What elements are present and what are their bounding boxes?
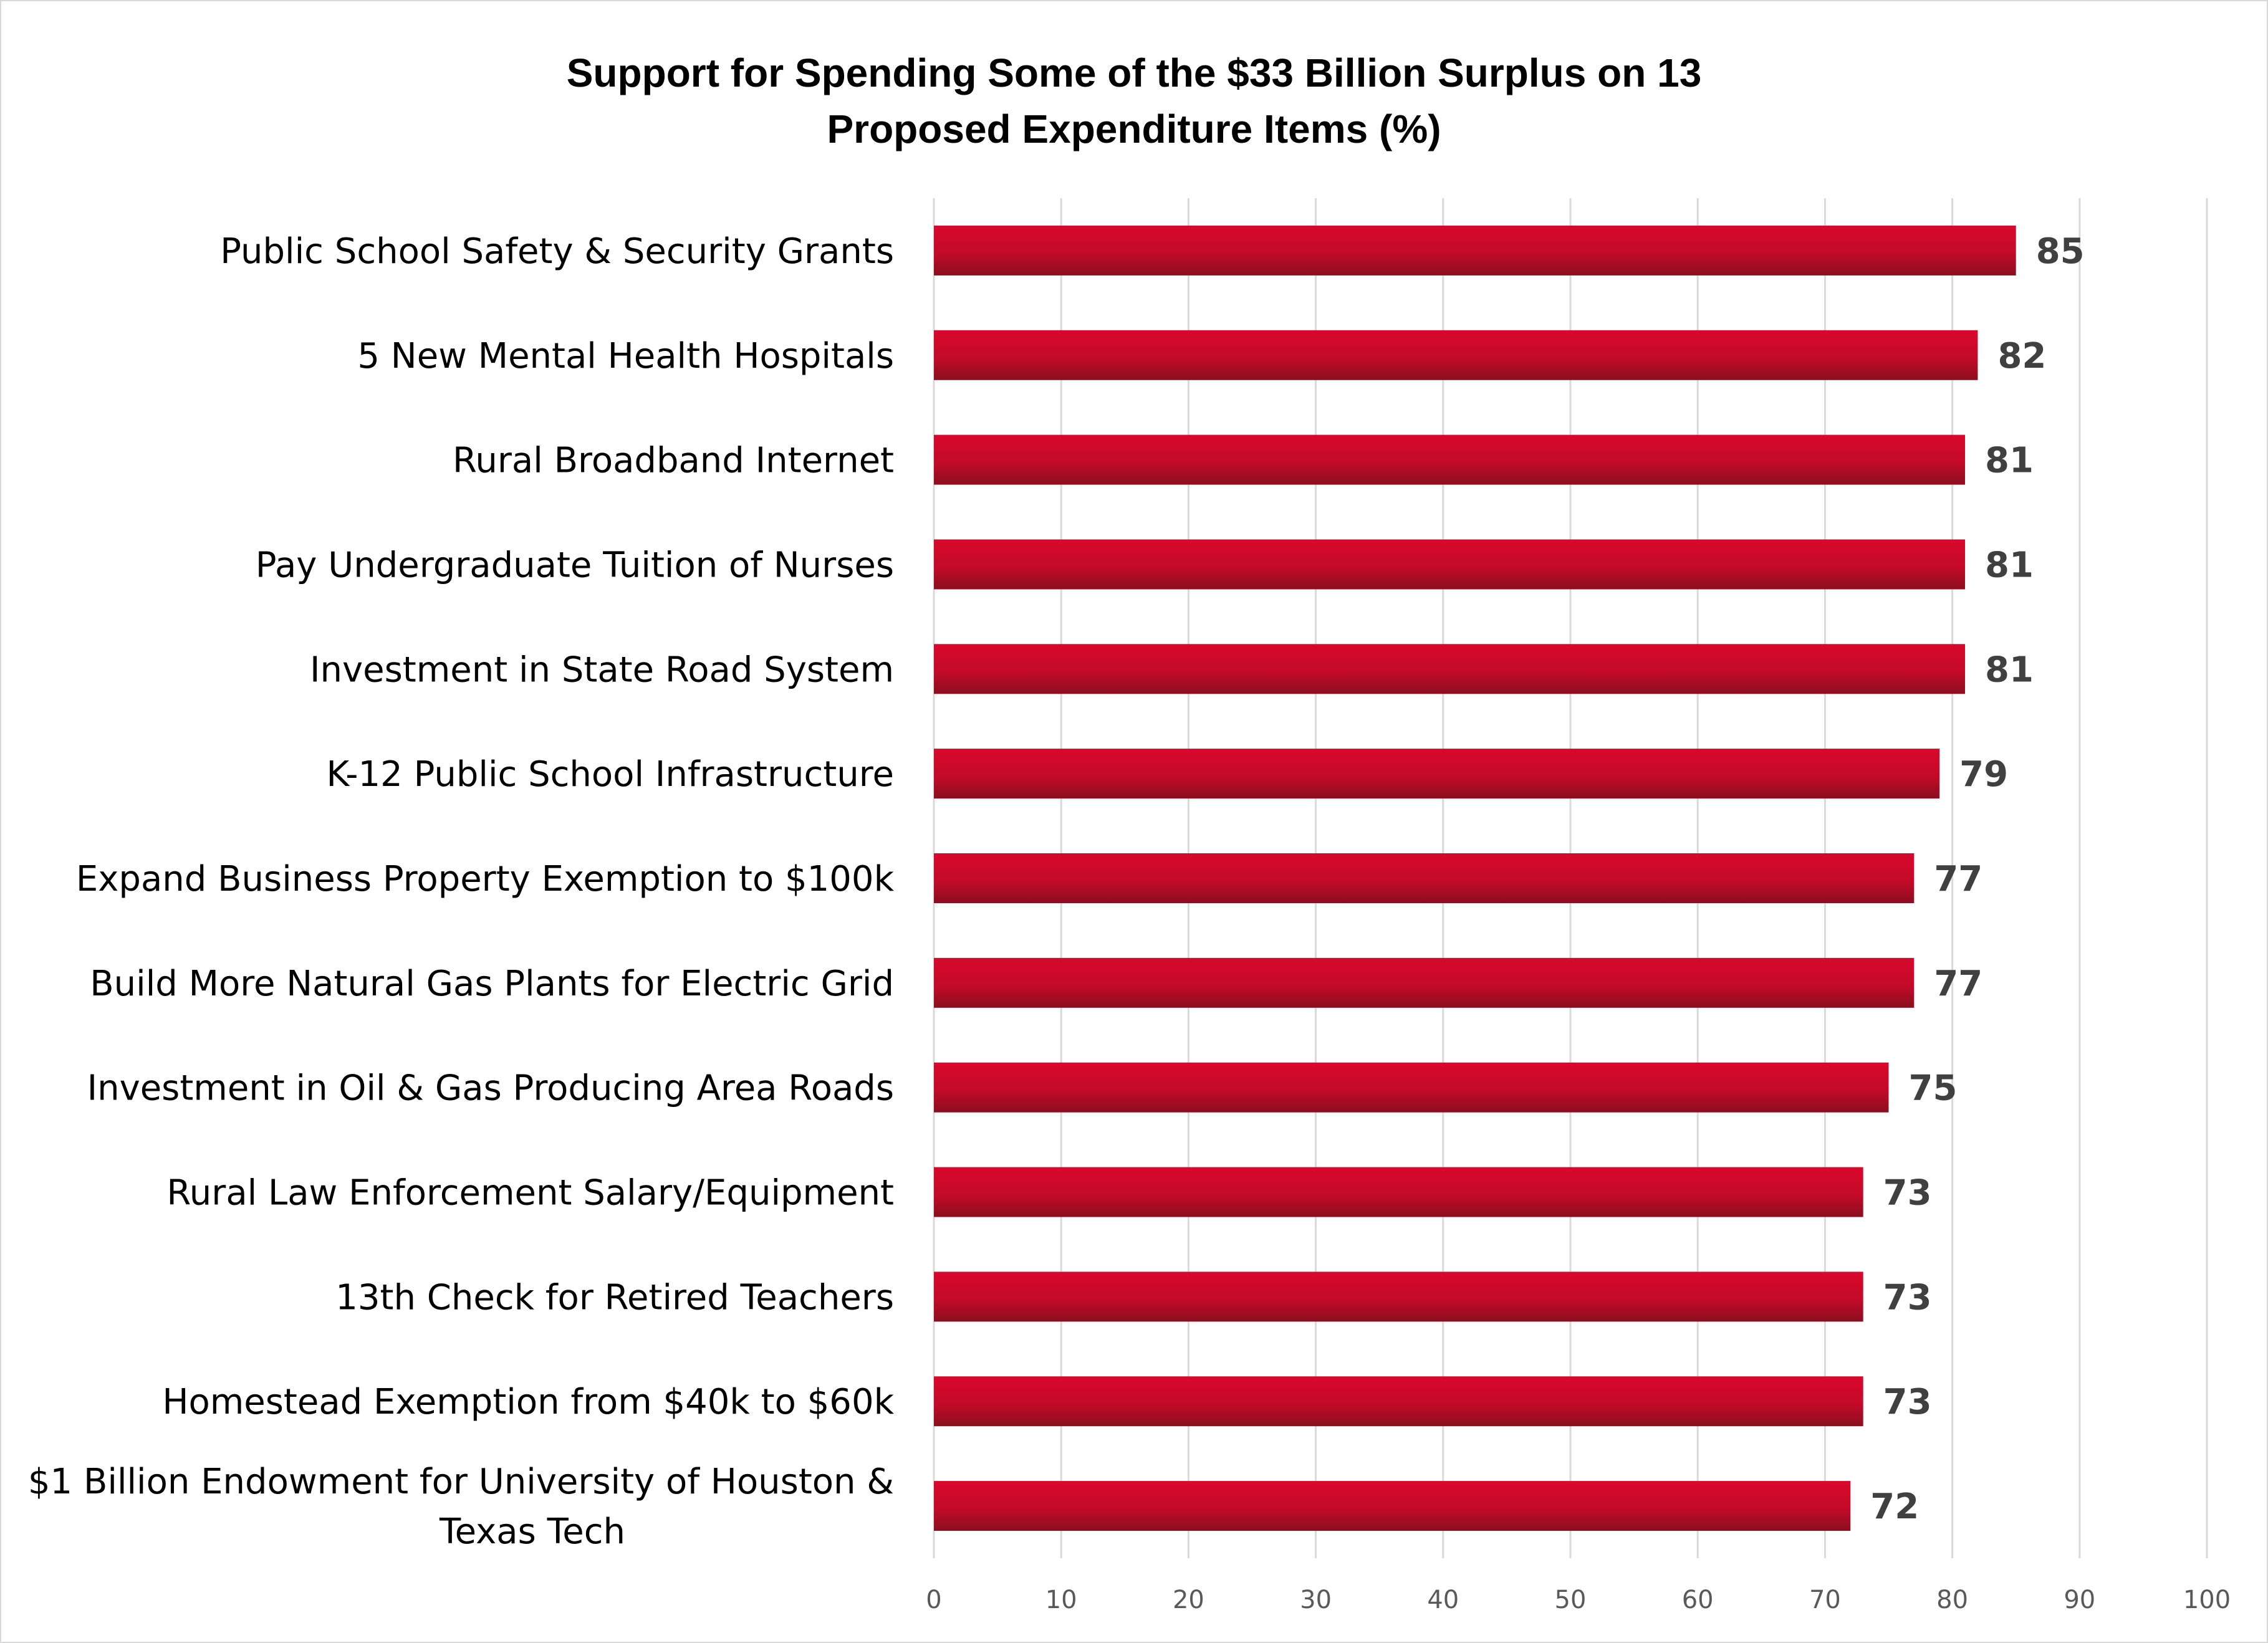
labels: 0 10 20 30 40 50 60 70 80 90 100 85 Public School Sa… xyxy=(28,231,2231,1614)
category-label: Homestead Exemption from $40k to $60k xyxy=(162,1382,894,1422)
category-label: Texas Tech xyxy=(439,1511,625,1552)
chart-title-line-1: Support for Spending Some of the $33 Bil… xyxy=(566,50,1702,95)
bar xyxy=(934,1167,1863,1217)
data-label: 73 xyxy=(1883,1173,1932,1214)
bar xyxy=(934,1376,1863,1427)
data-label: 81 xyxy=(1985,649,2034,690)
bar xyxy=(934,957,1915,1008)
data-label: 73 xyxy=(1883,1382,1932,1422)
category-label: Pay Undergraduate Tuition of Nurses xyxy=(256,545,894,585)
category-label: 13th Check for Retired Teachers xyxy=(335,1277,894,1318)
x-tick-label: 30 xyxy=(1300,1586,1332,1614)
x-tick-label: 70 xyxy=(1809,1586,1841,1614)
data-label: 73 xyxy=(1883,1277,1932,1318)
category-label: Investment in Oil & Gas Producing Area R… xyxy=(87,1068,894,1109)
category-label: K-12 Public School Infrastructure xyxy=(326,754,894,795)
data-label: 72 xyxy=(1870,1487,1919,1527)
category-label: Build More Natural Gas Plants for Electr… xyxy=(90,964,894,1004)
category-label: Investment in State Road System xyxy=(310,649,894,690)
bar xyxy=(934,644,1966,694)
x-tick-label: 100 xyxy=(2183,1586,2231,1614)
x-tick-label: 40 xyxy=(1427,1586,1459,1614)
x-tick-label: 90 xyxy=(2064,1586,2095,1614)
category-label: Rural Broadband Internet xyxy=(453,441,894,481)
bar xyxy=(934,749,1940,799)
data-label: 79 xyxy=(1959,754,2008,795)
data-label: 75 xyxy=(1909,1068,1958,1109)
chart-title-line-2: Proposed Expenditure Items (%) xyxy=(827,107,1441,151)
data-label: 82 xyxy=(1997,336,2046,376)
x-tick-label: 60 xyxy=(1682,1586,1714,1614)
data-label: 85 xyxy=(2036,231,2085,272)
data-label: 77 xyxy=(1934,964,1982,1004)
data-label: 81 xyxy=(1985,545,2034,585)
bar xyxy=(934,1272,1863,1322)
bar xyxy=(934,853,1915,903)
bar xyxy=(934,1062,1889,1113)
data-label: 77 xyxy=(1934,859,1982,899)
chart-title: Support for Spending Some of the $33 Bil… xyxy=(0,45,2268,157)
bar xyxy=(934,225,2016,275)
bar xyxy=(934,1481,1851,1531)
x-tick-label: 20 xyxy=(1173,1586,1204,1614)
bar xyxy=(934,434,1966,485)
category-label: Rural Law Enforcement Salary/Equipment xyxy=(166,1173,894,1214)
data-label: 81 xyxy=(1985,441,2034,481)
category-label: 5 New Mental Health Hospitals xyxy=(357,336,894,376)
bars xyxy=(934,225,2016,1531)
x-tick-label: 0 xyxy=(926,1586,941,1614)
category-label: Expand Business Property Exemption to $1… xyxy=(76,859,895,899)
bar xyxy=(934,330,1978,380)
category-label: $1 Billion Endowment for University of H… xyxy=(28,1462,894,1502)
x-tick-label: 10 xyxy=(1045,1586,1077,1614)
bar xyxy=(934,539,1966,590)
x-tick-label: 80 xyxy=(1936,1586,1968,1614)
category-label: Public School Safety & Security Grants xyxy=(220,231,894,272)
x-tick-label: 50 xyxy=(1555,1586,1587,1614)
